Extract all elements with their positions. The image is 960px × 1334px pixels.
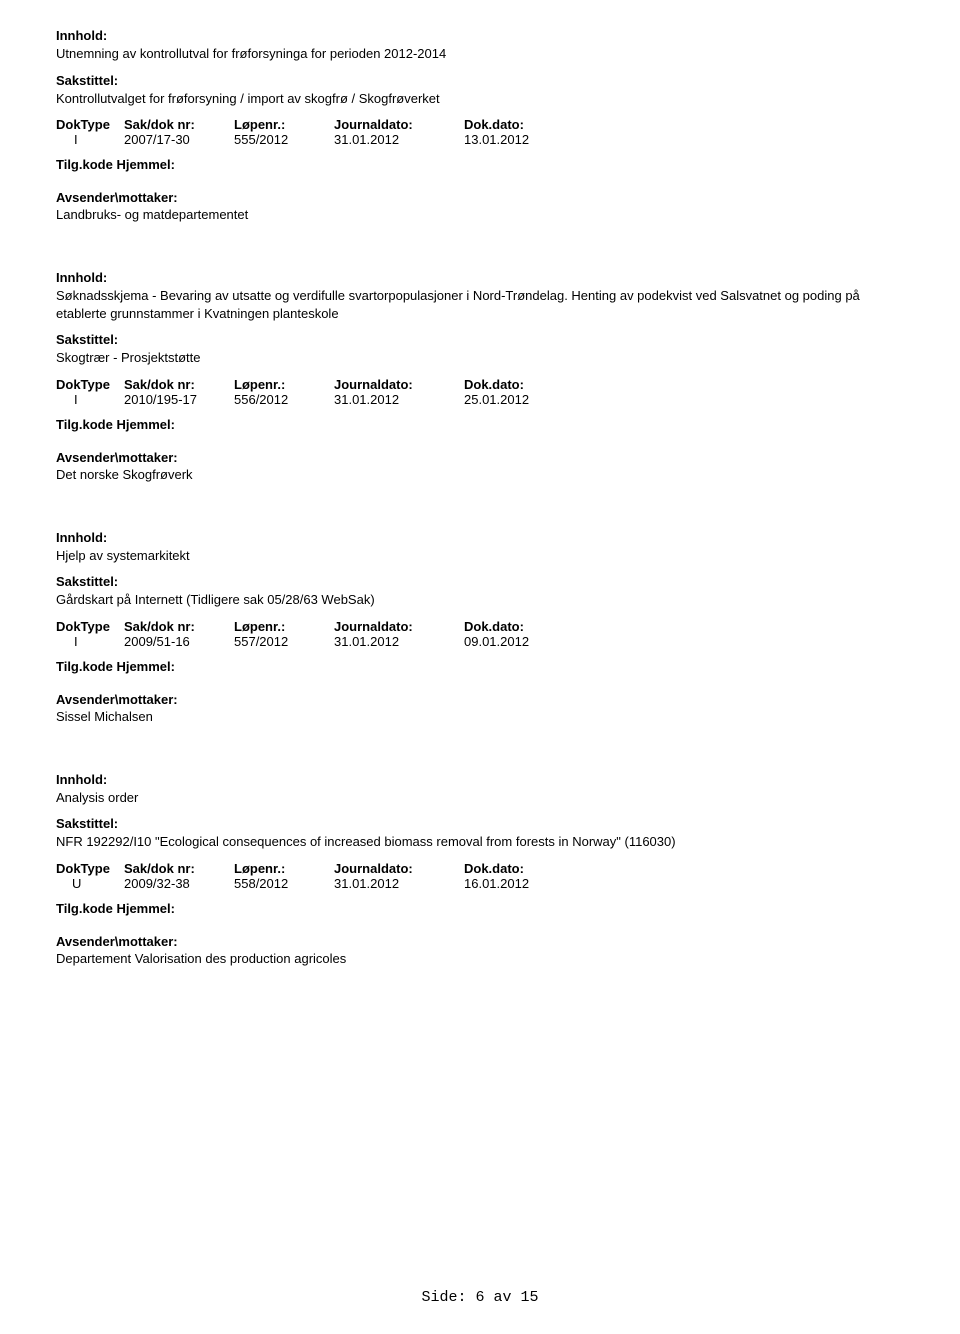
col-journaldato-header: Journaldato: — [334, 377, 464, 392]
table-header-row: DokType Sak/dok nr: Løpenr.: Journaldato… — [56, 619, 904, 634]
avsender-label: Avsender\mottaker: — [56, 934, 904, 949]
sakdok-value: 2009/32-38 — [124, 876, 234, 891]
table-value-row: I 2009/51-16 557/2012 31.01.2012 09.01.2… — [56, 634, 904, 649]
doktype-value: I — [56, 132, 124, 147]
table-value-row: U 2009/32-38 558/2012 31.01.2012 16.01.2… — [56, 876, 904, 891]
page-sep: av — [494, 1289, 512, 1306]
col-sakdok-header: Sak/dok nr: — [124, 619, 234, 634]
table-header-row: DokType Sak/dok nr: Løpenr.: Journaldato… — [56, 861, 904, 876]
col-dokdato-header: Dok.dato: — [464, 117, 584, 132]
sakstittel-label: Sakstittel: — [56, 574, 904, 589]
journal-entry: Innhold: Søknadsskjema - Bevaring av uts… — [56, 270, 904, 482]
avsender-label: Avsender\mottaker: — [56, 190, 904, 205]
lopenr-value: 555/2012 — [234, 132, 334, 147]
col-doktype-header: DokType — [56, 377, 124, 392]
dokdato-value: 09.01.2012 — [464, 634, 584, 649]
tilgkode-label: Tilg.kode — [56, 901, 113, 916]
innhold-text: Utnemning av kontrollutval for frøforsyn… — [56, 45, 904, 63]
tilgkode-row: Tilg.kode Hjemmel: — [56, 659, 904, 674]
hjemmel-label: Hjemmel: — [116, 157, 175, 172]
journal-entry: Innhold: Analysis order Sakstittel: NFR … — [56, 772, 904, 966]
col-doktype-header: DokType — [56, 117, 124, 132]
col-sakdok-header: Sak/dok nr: — [124, 117, 234, 132]
sakstittel-label: Sakstittel: — [56, 816, 904, 831]
col-doktype-header: DokType — [56, 861, 124, 876]
table-value-row: I 2007/17-30 555/2012 31.01.2012 13.01.2… — [56, 132, 904, 147]
lopenr-value: 557/2012 — [234, 634, 334, 649]
sakdok-value: 2010/195-17 — [124, 392, 234, 407]
tilgkode-row: Tilg.kode Hjemmel: — [56, 417, 904, 432]
avsender-text: Landbruks- og matdepartementet — [56, 207, 904, 222]
journal-entry: Innhold: Hjelp av systemarkitekt Sakstit… — [56, 530, 904, 724]
doktype-value: I — [56, 392, 124, 407]
innhold-text: Hjelp av systemarkitekt — [56, 547, 904, 565]
col-sakdok-header: Sak/dok nr: — [124, 861, 234, 876]
sakstittel-text: NFR 192292/I10 "Ecological consequences … — [56, 833, 904, 851]
tilgkode-label: Tilg.kode — [56, 157, 113, 172]
col-lopenr-header: Løpenr.: — [234, 377, 334, 392]
hjemmel-label: Hjemmel: — [116, 659, 175, 674]
tilgkode-label: Tilg.kode — [56, 417, 113, 432]
col-lopenr-header: Løpenr.: — [234, 117, 334, 132]
col-journaldato-header: Journaldato: — [334, 619, 464, 634]
lopenr-value: 556/2012 — [234, 392, 334, 407]
lopenr-value: 558/2012 — [234, 876, 334, 891]
tilgkode-row: Tilg.kode Hjemmel: — [56, 901, 904, 916]
col-dokdato-header: Dok.dato: — [464, 377, 584, 392]
innhold-label: Innhold: — [56, 28, 904, 43]
table-header-row: DokType Sak/dok nr: Løpenr.: Journaldato… — [56, 377, 904, 392]
tilgkode-label: Tilg.kode — [56, 659, 113, 674]
innhold-text: Analysis order — [56, 789, 904, 807]
sakstittel-text: Kontrollutvalget for frøforsyning / impo… — [56, 90, 904, 108]
innhold-label: Innhold: — [56, 530, 904, 545]
journal-entry: Innhold: Utnemning av kontrollutval for … — [56, 28, 904, 222]
sakdok-value: 2007/17-30 — [124, 132, 234, 147]
document-page: Innhold: Utnemning av kontrollutval for … — [0, 0, 960, 966]
avsender-text: Departement Valorisation des production … — [56, 951, 904, 966]
sakstittel-text: Skogtrær - Prosjektstøtte — [56, 349, 904, 367]
innhold-label: Innhold: — [56, 772, 904, 787]
col-lopenr-header: Løpenr.: — [234, 861, 334, 876]
journaldato-value: 31.01.2012 — [334, 392, 464, 407]
avsender-label: Avsender\mottaker: — [56, 692, 904, 707]
avsender-label: Avsender\mottaker: — [56, 450, 904, 465]
col-journaldato-header: Journaldato: — [334, 861, 464, 876]
innhold-label: Innhold: — [56, 270, 904, 285]
dokdato-value: 13.01.2012 — [464, 132, 584, 147]
page-footer: Side: 6 av 15 — [0, 1289, 960, 1306]
journaldato-value: 31.01.2012 — [334, 876, 464, 891]
sakdok-value: 2009/51-16 — [124, 634, 234, 649]
sakstittel-label: Sakstittel: — [56, 332, 904, 347]
col-lopenr-header: Løpenr.: — [234, 619, 334, 634]
doktype-value: U — [56, 876, 124, 891]
total-pages: 15 — [521, 1289, 539, 1306]
avsender-text: Det norske Skogfrøverk — [56, 467, 904, 482]
doktype-value: I — [56, 634, 124, 649]
journaldato-value: 31.01.2012 — [334, 132, 464, 147]
dokdato-value: 16.01.2012 — [464, 876, 584, 891]
side-label: Side: — [421, 1289, 466, 1306]
avsender-text: Sissel Michalsen — [56, 709, 904, 724]
col-journaldato-header: Journaldato: — [334, 117, 464, 132]
hjemmel-label: Hjemmel: — [116, 901, 175, 916]
dokdato-value: 25.01.2012 — [464, 392, 584, 407]
col-doktype-header: DokType — [56, 619, 124, 634]
col-dokdato-header: Dok.dato: — [464, 861, 584, 876]
tilgkode-row: Tilg.kode Hjemmel: — [56, 157, 904, 172]
col-dokdato-header: Dok.dato: — [464, 619, 584, 634]
innhold-text: Søknadsskjema - Bevaring av utsatte og v… — [56, 287, 904, 322]
table-value-row: I 2010/195-17 556/2012 31.01.2012 25.01.… — [56, 392, 904, 407]
col-sakdok-header: Sak/dok nr: — [124, 377, 234, 392]
table-header-row: DokType Sak/dok nr: Løpenr.: Journaldato… — [56, 117, 904, 132]
sakstittel-text: Gårdskart på Internett (Tidligere sak 05… — [56, 591, 904, 609]
sakstittel-label: Sakstittel: — [56, 73, 904, 88]
hjemmel-label: Hjemmel: — [116, 417, 175, 432]
journaldato-value: 31.01.2012 — [334, 634, 464, 649]
current-page: 6 — [475, 1289, 484, 1306]
